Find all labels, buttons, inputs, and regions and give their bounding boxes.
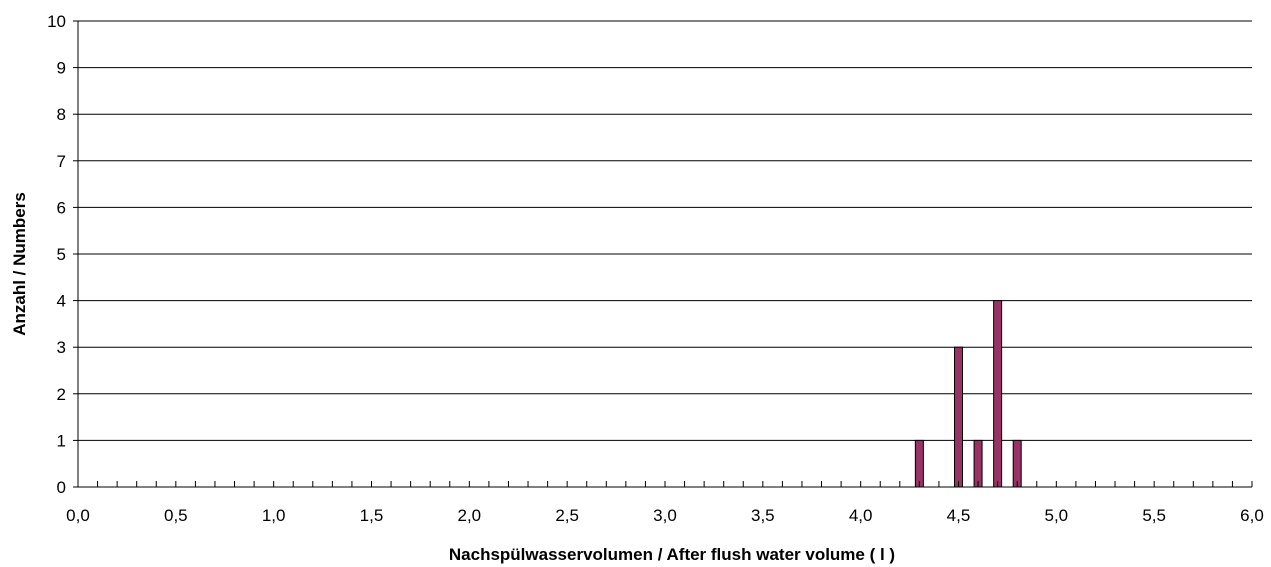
x-tick-label: 1,5 (360, 506, 384, 525)
axes (73, 20, 1253, 488)
y-tick-label: 3 (57, 338, 66, 357)
x-axis-title: Nachspülwasservolumen / After flush wate… (449, 545, 895, 564)
x-tick-label: 2,5 (555, 506, 579, 525)
x-tick-label: 3,0 (653, 506, 677, 525)
y-tick-label: 9 (57, 59, 66, 78)
y-tick-label: 1 (57, 431, 66, 450)
gridlines (78, 20, 1252, 441)
y-tick-label: 0 (57, 478, 66, 497)
x-tick-label: 5,5 (1142, 506, 1166, 525)
x-tick-label: 3,5 (751, 506, 775, 525)
bar (1012, 439, 1022, 488)
x-tick-label: 1,0 (262, 506, 286, 525)
y-tick-label: 5 (57, 245, 66, 264)
y-tick-label: 10 (47, 12, 66, 31)
x-tick-label: 2,0 (458, 506, 482, 525)
y-axis-title: Anzahl / Numbers (10, 192, 29, 336)
x-tick-label: 4,0 (849, 506, 873, 525)
bar (993, 300, 1003, 488)
bar (973, 439, 983, 488)
bar (954, 346, 963, 488)
y-tick-label: 7 (57, 152, 66, 171)
y-tick-label: 6 (57, 198, 66, 217)
x-tick-label: 4,5 (947, 506, 971, 525)
y-tick-label: 8 (57, 105, 66, 124)
y-tick-label: 4 (57, 292, 66, 311)
x-tick-label: 0,0 (66, 506, 90, 525)
x-tick-label: 5,0 (1045, 506, 1069, 525)
y-tick-labels: 0 1 2 3 4 5 6 7 8 9 10 (47, 12, 66, 497)
x-tick-label: 0,5 (164, 506, 188, 525)
bar (914, 439, 924, 488)
y-tick-label: 2 (57, 385, 66, 404)
x-tick-label: 6,0 (1240, 506, 1264, 525)
x-tick-labels: 0,0 0,5 1,0 1,5 2,0 2,5 3,0 3,5 4,0 4,5 5,0 5,5 6,0 (66, 506, 1264, 525)
